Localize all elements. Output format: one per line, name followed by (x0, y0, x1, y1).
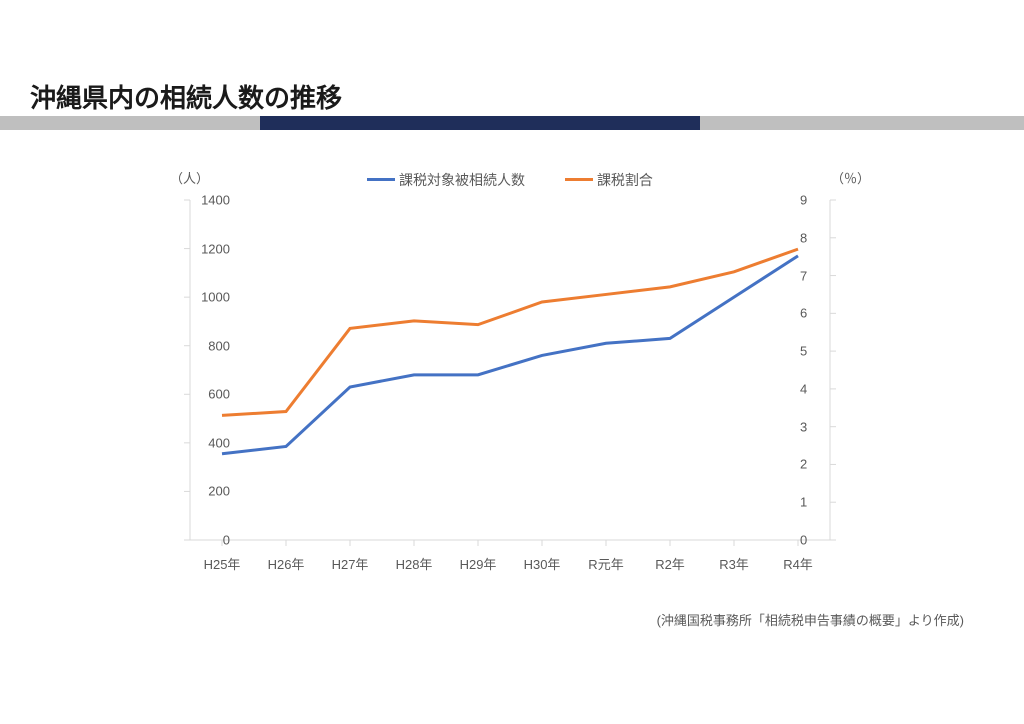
x-tick-label: R3年 (719, 554, 749, 573)
y-left-tick-label: 1000 (170, 290, 230, 305)
legend-label-series2: 課税割合 (597, 170, 653, 190)
y-right-tick-label: 0 (800, 533, 830, 548)
y-right-tick-label: 2 (800, 457, 830, 472)
page: 沖縄県内の相続人数の推移 （人） （％） 課税対象被相続人数 課税割合 (0, 0, 1024, 724)
chart: （人） （％） 課税対象被相続人数 課税割合 (130, 160, 890, 580)
plot-svg (190, 200, 830, 540)
plot-area: 0200400600800100012001400 0123456789 H25… (190, 200, 830, 540)
title-underline-navy (260, 116, 700, 130)
x-tick-label: R4年 (783, 554, 813, 573)
y-left-tick-label: 800 (170, 338, 230, 353)
legend-swatch-series1 (367, 178, 395, 181)
x-tick-label: H30年 (524, 554, 561, 573)
series1-line (222, 256, 798, 454)
series2-line (222, 249, 798, 415)
legend-item-series2: 課税割合 (565, 170, 653, 190)
y-right-tick-label: 3 (800, 419, 830, 434)
y-right-tick-marks (830, 200, 836, 540)
source-note: (沖縄国税事務所「相続税申告事績の概要」より作成) (657, 610, 964, 629)
legend-label-series1: 課税対象被相続人数 (399, 170, 525, 190)
axes (190, 200, 830, 540)
x-tick-label: R元年 (588, 554, 623, 573)
x-tick-label: H28年 (396, 554, 433, 573)
y-right-tick-label: 4 (800, 381, 830, 396)
y-right-tick-label: 8 (800, 230, 830, 245)
y-left-tick-label: 200 (170, 484, 230, 499)
legend: 課税対象被相続人数 課税割合 (130, 168, 890, 190)
x-tick-label: H25年 (204, 554, 241, 573)
y-left-tick-label: 0 (170, 533, 230, 548)
x-tick-marks (222, 540, 798, 546)
y-right-tick-label: 9 (800, 193, 830, 208)
y-right-tick-label: 7 (800, 268, 830, 283)
x-tick-label: H26年 (268, 554, 305, 573)
y-right-tick-label: 1 (800, 495, 830, 510)
x-tick-label: R2年 (655, 554, 685, 573)
y-left-tick-label: 600 (170, 387, 230, 402)
y-right-tick-label: 5 (800, 344, 830, 359)
legend-swatch-series2 (565, 178, 593, 181)
x-tick-label: H29年 (460, 554, 497, 573)
y-right-tick-label: 6 (800, 306, 830, 321)
page-title: 沖縄県内の相続人数の推移 (30, 78, 342, 115)
y-left-tick-label: 1200 (170, 241, 230, 256)
x-tick-label: H27年 (332, 554, 369, 573)
legend-item-series1: 課税対象被相続人数 (367, 170, 525, 190)
y-left-tick-label: 400 (170, 435, 230, 450)
y-left-tick-label: 1400 (170, 193, 230, 208)
